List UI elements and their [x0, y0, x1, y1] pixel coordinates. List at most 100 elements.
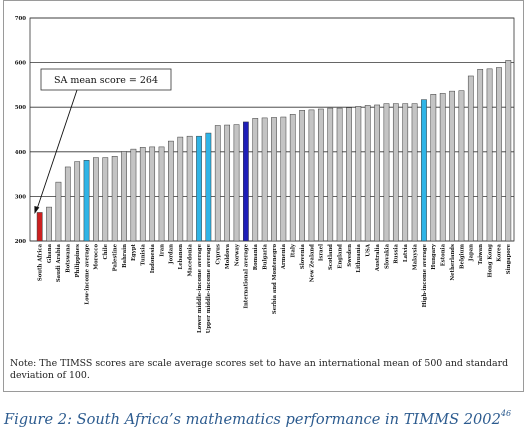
x-tick-label: Bahrain: [122, 244, 128, 268]
bar: [252, 118, 259, 242]
x-tick-label: Netherlands: [450, 244, 456, 281]
bar: [374, 104, 380, 242]
x-tick-label: Morocco: [94, 244, 100, 270]
bar: [467, 75, 474, 242]
x-tick-label: Jordan: [169, 244, 175, 265]
bar: [317, 108, 324, 242]
bar: [111, 156, 118, 242]
bar: [186, 135, 193, 242]
bar: [289, 114, 296, 242]
bar: [224, 124, 231, 242]
x-tick-label: Bulgaria: [262, 243, 268, 269]
x-tick-label: Chile: [103, 243, 109, 259]
y-tick-label: 700: [15, 16, 27, 22]
bar: [83, 160, 90, 242]
bar: [271, 117, 277, 242]
x-tick-label: Saudi Arabia: [56, 243, 62, 282]
annotation-text: SA mean score = 264: [54, 75, 158, 86]
figure-caption: Figure 2: South Africa’s mathematics per…: [4, 409, 512, 428]
x-tick-label: Singapore: [506, 243, 512, 274]
x-tick-label: Hungary: [431, 243, 437, 270]
bar: [308, 109, 315, 242]
bar: [355, 106, 362, 242]
caption-footnote: 46: [500, 409, 512, 418]
x-tick-label: Japan: [469, 244, 475, 262]
x-tick-label: Low-income average: [84, 243, 90, 304]
x-tick-label: Italy: [291, 243, 297, 257]
x-tick-label: Israel: [319, 244, 325, 261]
x-tick-label: Norway: [234, 243, 240, 266]
x-tick-label: Botswana: [66, 243, 72, 272]
x-tick-label: Lower middle-income average: [197, 243, 203, 333]
annotation-box: [40, 68, 172, 91]
annotation-arrowhead: [34, 206, 40, 214]
x-tick-label: Philippines: [75, 244, 81, 278]
y-tick-label: 400: [15, 150, 27, 156]
bar: [486, 68, 493, 242]
x-tick-label: Australia: [375, 243, 381, 272]
annotation-arrow: [36, 89, 78, 210]
x-tick-label: Taiwan: [478, 244, 484, 265]
x-tick-label: Indonesia: [150, 243, 156, 273]
x-tick-label: Belgium: [459, 244, 465, 269]
x-tick-label: Romania: [253, 243, 259, 270]
bar: [496, 67, 502, 242]
bar: [64, 166, 71, 242]
x-tick-label: South Africa: [37, 243, 43, 281]
x-tick-label: Sweden: [347, 244, 353, 267]
x-tick-label: Slovakia: [384, 243, 390, 269]
bar: [346, 107, 352, 242]
y-tick-label: 500: [15, 105, 27, 111]
bar: [130, 148, 137, 242]
figure-caption-text: Figure 2: South Africa’s mathematics per…: [4, 411, 501, 428]
bar: [168, 140, 174, 242]
bar: [36, 212, 43, 242]
bar: [46, 206, 52, 242]
x-tick-label: Korea: [497, 243, 503, 261]
bar: [261, 117, 268, 242]
bar: [196, 135, 202, 242]
bar-chart: 200 300 400 500 600 700 South Africa Ghana Saudi…: [15, 16, 515, 333]
x-tick-label: Scotland: [328, 244, 334, 270]
y-tick-label: 600: [15, 61, 27, 67]
x-tick-label: Moldova: [225, 243, 231, 269]
bar: [364, 105, 371, 242]
x-tick-label: Lithuania: [356, 243, 362, 272]
bar: [458, 90, 465, 242]
bar: [233, 124, 240, 242]
y-tick-label: 200: [15, 239, 27, 245]
bar: [74, 161, 81, 242]
bar: [383, 103, 390, 242]
bar: [449, 90, 455, 242]
x-tick-label: Slovenia: [300, 243, 306, 269]
x-tick-label: Macedonia: [187, 243, 193, 276]
x-tick-label: USA: [366, 243, 372, 256]
x-tick-label: Lebanon: [178, 244, 184, 270]
bar: [336, 107, 343, 242]
bar: [93, 157, 99, 242]
x-tick-label: Hong Kong: [487, 244, 493, 278]
bar: [214, 125, 221, 242]
x-tick-label: International average: [244, 243, 250, 308]
bar: [430, 94, 437, 242]
bar: [158, 146, 165, 242]
chart-note: Note: The TIMSS scores are scale average…: [10, 358, 509, 381]
bar: [421, 99, 427, 242]
x-tick-label: Upper middle-income average: [206, 243, 212, 333]
bar: [139, 147, 146, 242]
x-tick-label: Iran: [159, 244, 165, 257]
bar: [327, 107, 334, 242]
x-tick-label: Estonia: [441, 243, 447, 266]
bar: [177, 136, 184, 242]
x-tick-label: Egypt: [131, 243, 137, 261]
x-tick-label: New Zealand: [309, 244, 315, 283]
x-tick-label: Palestine: [112, 243, 118, 271]
x-tick-label: Russia: [394, 243, 400, 263]
x-tick-label: Malaysia: [412, 243, 418, 270]
x-tick-label: Armenia: [281, 243, 287, 270]
bar: [411, 103, 418, 242]
x-tick-label: Ghana: [47, 243, 53, 263]
bar: [149, 146, 156, 242]
bar: [505, 60, 512, 242]
bar: [121, 151, 127, 242]
